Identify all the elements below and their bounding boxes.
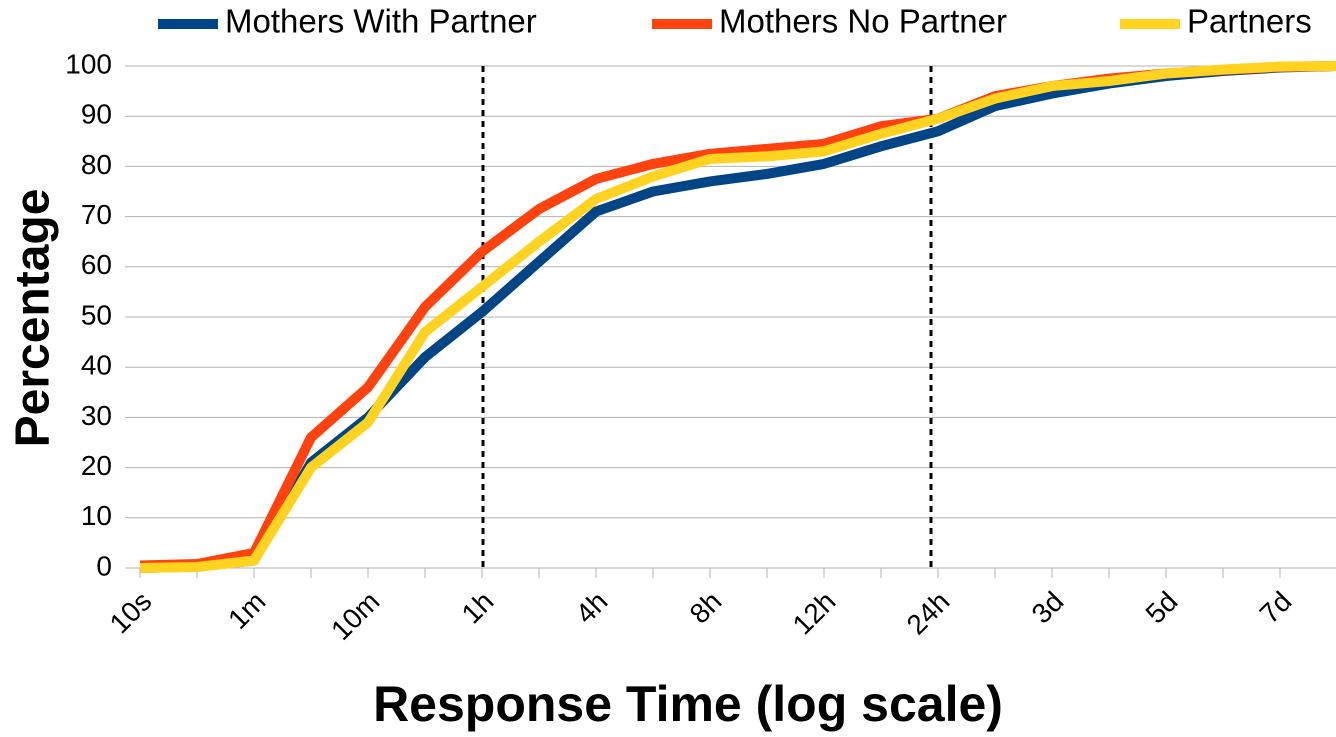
legend-label: Mothers No Partner	[719, 3, 1007, 40]
legend-label: Mothers With Partner	[225, 3, 537, 40]
x-tick-label: 10m	[325, 586, 385, 646]
x-tick-label: 1h	[456, 586, 500, 630]
x-tick-label: 3d	[1026, 586, 1070, 630]
y-tick-label: 80	[81, 149, 112, 180]
y-tick-label: 60	[81, 249, 112, 280]
y-tick-label: 10	[81, 500, 112, 531]
x-tick-label: 4h	[570, 586, 614, 630]
series-line	[139, 61, 1336, 571]
x-tick-label: 7d	[1254, 586, 1298, 630]
y-axis-title: Percentage	[7, 189, 60, 448]
y-tick-label: 90	[81, 99, 112, 130]
x-tick-label: 12h	[787, 586, 842, 641]
y-tick-label: 70	[81, 199, 112, 230]
x-tick-label: 24h	[901, 586, 956, 641]
y-tick-label: 50	[81, 299, 112, 330]
x-tick-label: 1m	[222, 586, 271, 635]
x-tick-label: 5d	[1140, 586, 1184, 630]
y-tick-label: 20	[81, 450, 112, 481]
x-tick-label: 10s	[104, 586, 158, 640]
legend-label: Partners	[1187, 3, 1312, 40]
y-tick-label: 0	[96, 550, 112, 581]
y-tick-label: 100	[65, 48, 112, 79]
x-tick-label: 8h	[684, 586, 728, 630]
y-tick-label: 30	[81, 400, 112, 431]
x-axis-title: Response Time (log scale)	[373, 676, 1003, 732]
series-line	[139, 61, 1336, 573]
y-tick-label: 40	[81, 350, 112, 381]
